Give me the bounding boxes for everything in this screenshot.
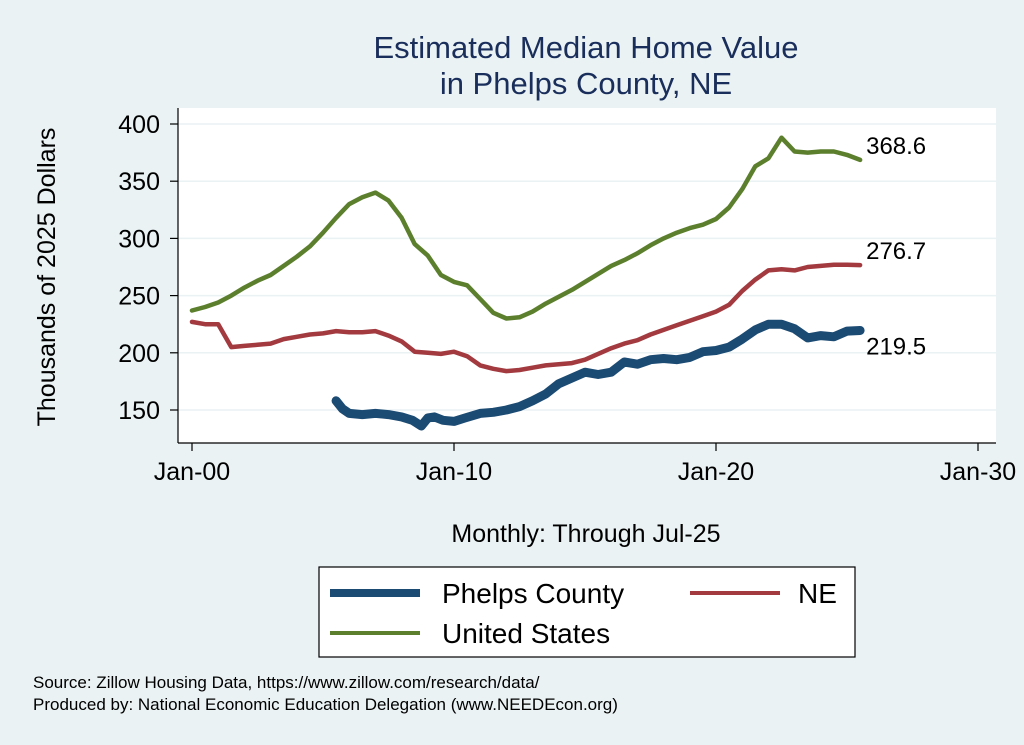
y-tick-label-200: 200 — [118, 340, 160, 368]
end-labels: 368.6 276.7 219.5 — [866, 133, 926, 361]
x-tick-label-jan-00: Jan-00 — [154, 458, 230, 486]
series-line-phelps-county — [331, 319, 865, 431]
end-label-united-states: 368.6 — [866, 133, 926, 160]
x-tick-label-jan-20: Jan-20 — [678, 458, 754, 486]
end-label-ne: 276.7 — [866, 238, 926, 265]
x-ticks: Jan-00 Jan-10 Jan-20 Jan-30 — [154, 443, 1016, 486]
plot-area — [178, 108, 996, 443]
y-tick-label-300: 300 — [118, 225, 160, 253]
x-tick-label-jan-10: Jan-10 — [416, 458, 492, 486]
y-tick-label-350: 350 — [118, 168, 160, 196]
source-line-1: Source: Zillow Housing Data, https://www… — [33, 673, 540, 692]
x-axis-label: Monthly: Through Jul-25 — [451, 520, 720, 548]
x-tick-label-jan-30: Jan-30 — [940, 458, 1016, 486]
series-lines — [189, 135, 865, 431]
legend-label-phelps-county: Phelps County — [442, 578, 624, 609]
end-label-phelps-county: 219.5 — [866, 333, 926, 360]
legend — [318, 566, 856, 658]
legend-label-united-states: United States — [442, 618, 610, 649]
chart-title-line-2: in Phelps County, NE — [440, 66, 732, 101]
chart-title-line-1: Estimated Median Home Value — [373, 30, 798, 65]
y-axis-label: Thousands of 2025 Dollars — [33, 128, 61, 427]
legend-label-ne: NE — [798, 578, 837, 609]
y-tick-label-400: 400 — [118, 111, 160, 139]
series-line-united-states — [189, 135, 863, 321]
y-ticks: 150 200 250 300 350 400 — [118, 111, 178, 425]
y-tick-label-150: 150 — [118, 397, 160, 425]
series-line-ne — [189, 262, 863, 374]
source-line-2: Produced by: National Economic Education… — [33, 695, 618, 714]
y-tick-label-250: 250 — [118, 283, 160, 311]
gridlines — [178, 123, 996, 411]
